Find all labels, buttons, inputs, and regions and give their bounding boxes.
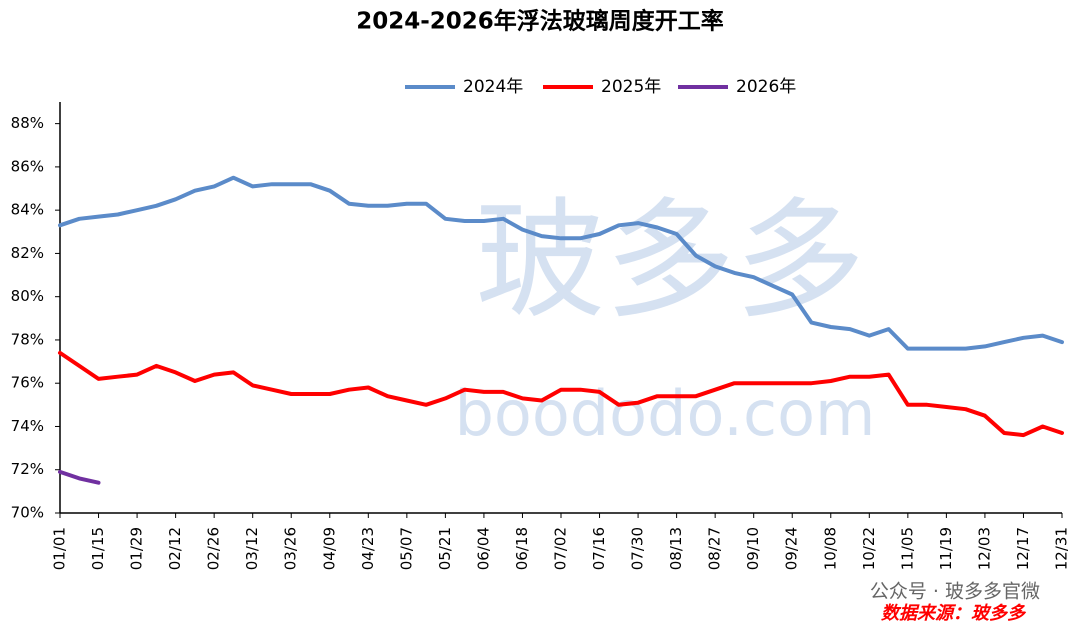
- x-tick-label: 03/26: [282, 527, 300, 570]
- x-tick-label: 07/30: [629, 527, 647, 570]
- x-tick-label: 04/09: [320, 527, 338, 570]
- source-note: 数据来源：玻多多: [881, 603, 1027, 624]
- x-tick-label: 12/17: [1014, 527, 1032, 570]
- x-tick-label: 11/05: [898, 527, 916, 570]
- x-tick-label: 05/21: [436, 527, 454, 570]
- legend-label: 2026年: [736, 77, 796, 97]
- x-tick-label: 10/22: [860, 527, 878, 570]
- legend-label: 2024年: [463, 77, 523, 97]
- series-line: [58, 350, 1064, 438]
- x-tick-label: 06/04: [474, 527, 492, 570]
- x-tick-label: 06/18: [513, 527, 531, 570]
- y-tick-label: 78%: [11, 330, 44, 348]
- x-tick-label: 02/12: [166, 527, 184, 570]
- x-tick-label: 03/12: [243, 527, 261, 570]
- x-tick-label: 08/27: [706, 527, 724, 570]
- watermark-url: boododo.com: [455, 377, 876, 450]
- x-tick-label: 01/29: [128, 527, 146, 570]
- y-tick-label: 74%: [11, 417, 44, 435]
- x-tick-label: 09/10: [744, 527, 762, 570]
- y-tick-label: 86%: [11, 157, 44, 175]
- y-tick-label: 82%: [11, 244, 44, 262]
- y-tick-label: 76%: [11, 374, 44, 392]
- x-tick-label: 12/03: [975, 527, 993, 570]
- y-tick-label: 70%: [11, 504, 44, 522]
- series-line: [58, 469, 101, 485]
- x-tick-label: 12/31: [1053, 527, 1071, 570]
- x-tick-label: 10/08: [821, 527, 839, 570]
- y-tick-label: 84%: [11, 201, 44, 219]
- wechat-label: 公众号 · 玻多多官微: [870, 581, 1040, 603]
- y-tick-label: 80%: [11, 287, 44, 305]
- watermark-logo: 玻多多: [475, 185, 865, 337]
- legend-label: 2025年: [601, 77, 661, 97]
- x-tick-label: 11/19: [937, 527, 955, 570]
- x-tick-label: 09/24: [783, 527, 801, 570]
- x-tick-label: 01/15: [89, 527, 107, 570]
- x-tick-label: 07/02: [552, 527, 570, 570]
- x-tick-label: 04/23: [359, 527, 377, 570]
- y-tick-label: 88%: [11, 114, 44, 132]
- series-line: [58, 175, 1064, 351]
- x-tick-label: 02/26: [205, 527, 223, 570]
- x-tick-label: 08/13: [667, 527, 685, 570]
- x-tick-label: 01/01: [51, 527, 69, 570]
- x-tick-label: 07/16: [590, 527, 608, 570]
- y-tick-label: 72%: [11, 460, 44, 478]
- x-tick-label: 05/07: [397, 527, 415, 570]
- chart-title: 2024-2026年浮法玻璃周度开工率: [356, 8, 724, 35]
